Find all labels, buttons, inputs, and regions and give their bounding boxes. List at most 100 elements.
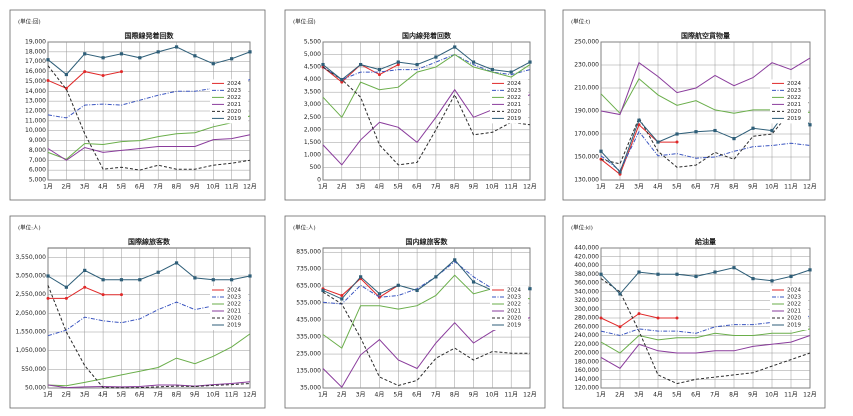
legend-box bbox=[490, 286, 528, 330]
x-tick-label: 8月 bbox=[172, 184, 182, 191]
legend-label: 2022 bbox=[507, 95, 521, 101]
series-line bbox=[600, 101, 811, 168]
x-tick-label: 9月 bbox=[469, 392, 479, 399]
point-marker bbox=[675, 272, 679, 276]
point-marker bbox=[211, 62, 215, 66]
y-tick-label: 500 bbox=[310, 164, 322, 171]
chart-title: 国際線旅客数 bbox=[128, 237, 171, 246]
unit-label: (単位:回) bbox=[18, 18, 41, 26]
legend-label: 2019 bbox=[507, 116, 521, 122]
y-tick-label: 400,000 bbox=[574, 262, 599, 269]
point-marker bbox=[509, 70, 513, 74]
x-tick-label: 11月 bbox=[225, 392, 239, 399]
point-marker bbox=[64, 296, 68, 300]
x-tick-label: 6月 bbox=[412, 184, 422, 191]
point-marker bbox=[471, 280, 476, 284]
point-marker bbox=[64, 72, 68, 77]
point-marker bbox=[46, 58, 50, 62]
point-marker bbox=[174, 45, 179, 49]
y-tick-label: 14,000 bbox=[25, 88, 46, 95]
point-marker bbox=[434, 55, 438, 59]
point-marker bbox=[101, 56, 105, 60]
point-marker bbox=[340, 80, 344, 84]
x-tick-label: 5月 bbox=[393, 184, 403, 191]
y-tick-label: 4,000 bbox=[304, 76, 321, 83]
x-tick-label: 9月 bbox=[748, 184, 758, 191]
y-tick-label: 5,000 bbox=[304, 51, 321, 58]
x-tick-label: 2月 bbox=[615, 184, 625, 191]
x-tick-label: 7月 bbox=[710, 184, 720, 191]
point-marker bbox=[101, 74, 105, 78]
series-line bbox=[600, 57, 811, 116]
point-marker bbox=[119, 70, 123, 74]
legend-label: 2020 bbox=[507, 316, 521, 322]
point-marker bbox=[64, 285, 68, 289]
legend-label: 2024 bbox=[227, 81, 241, 87]
y-tick-label: 835,000 bbox=[296, 249, 321, 256]
y-tick-label: 210,000 bbox=[574, 85, 599, 92]
point-marker bbox=[119, 52, 124, 56]
y-tick-label: 735,000 bbox=[296, 266, 321, 273]
x-tick-label: 1月 bbox=[43, 392, 53, 399]
x-tick-label: 12月 bbox=[803, 392, 817, 399]
chart-panel: (単位:人) 国内線旅客数 35,000 135,000 235,000 335,000 4… bbox=[284, 215, 546, 409]
point-marker bbox=[770, 279, 774, 283]
legend-label: 2023 bbox=[507, 88, 521, 94]
x-tick-label: 2月 bbox=[61, 184, 71, 191]
y-tick-label: 0 bbox=[317, 177, 321, 184]
series-line bbox=[322, 291, 530, 387]
y-tick-label: 12,000 bbox=[25, 108, 46, 115]
legend-label: 2021 bbox=[227, 102, 241, 108]
point-marker bbox=[340, 78, 344, 82]
point-marker bbox=[656, 316, 660, 320]
x-tick-label: 3月 bbox=[80, 184, 90, 191]
point-marker bbox=[528, 60, 532, 64]
point-marker bbox=[396, 63, 400, 67]
chart-title: 国際線発着回数 bbox=[125, 31, 175, 40]
series-line bbox=[322, 66, 531, 166]
x-tick-label: 6月 bbox=[135, 184, 145, 191]
point-marker bbox=[751, 126, 755, 130]
y-tick-label: 320,000 bbox=[574, 297, 599, 304]
x-tick-label: 1月 bbox=[43, 184, 53, 191]
y-tick-label: 550,000 bbox=[21, 366, 46, 373]
series-line bbox=[47, 134, 251, 161]
legend-label: 2022 bbox=[227, 95, 241, 101]
point-marker bbox=[377, 73, 381, 77]
point-marker bbox=[599, 272, 603, 276]
point-marker bbox=[675, 316, 679, 320]
y-tick-label: 230,000 bbox=[574, 62, 599, 69]
y-tick-label: 4,500 bbox=[304, 64, 321, 71]
y-tick-label: 220,000 bbox=[574, 341, 599, 348]
point-marker bbox=[415, 288, 419, 293]
series-line bbox=[600, 267, 811, 295]
y-tick-label: 130,000 bbox=[574, 177, 599, 184]
y-tick-label: 435,000 bbox=[296, 317, 321, 324]
legend-label: 2023 bbox=[787, 88, 801, 94]
y-tick-label: 2,000 bbox=[304, 126, 321, 133]
point-marker bbox=[618, 170, 622, 174]
legend-label: 2024 bbox=[227, 288, 241, 294]
x-tick-label: 7月 bbox=[153, 392, 163, 399]
x-tick-label: 12月 bbox=[803, 184, 817, 191]
x-tick-label: 2月 bbox=[615, 392, 625, 399]
point-marker bbox=[138, 278, 142, 282]
x-tick-label: 7月 bbox=[153, 184, 163, 191]
point-marker bbox=[101, 293, 105, 297]
series-line bbox=[322, 46, 531, 81]
point-marker bbox=[656, 272, 660, 276]
x-tick-label: 4月 bbox=[653, 392, 663, 399]
series-line bbox=[47, 333, 251, 387]
point-marker bbox=[396, 283, 400, 287]
x-tick-label: 10月 bbox=[765, 184, 779, 191]
legend-box bbox=[490, 79, 528, 124]
point-marker bbox=[490, 68, 494, 72]
series-line bbox=[47, 79, 251, 119]
x-tick-label: 8月 bbox=[729, 392, 739, 399]
series-line bbox=[600, 278, 811, 385]
y-tick-label: 200,000 bbox=[574, 350, 599, 357]
y-tick-label: 1,050,000 bbox=[15, 347, 46, 354]
point-marker bbox=[789, 274, 793, 279]
y-tick-label: 35,000 bbox=[300, 385, 321, 392]
